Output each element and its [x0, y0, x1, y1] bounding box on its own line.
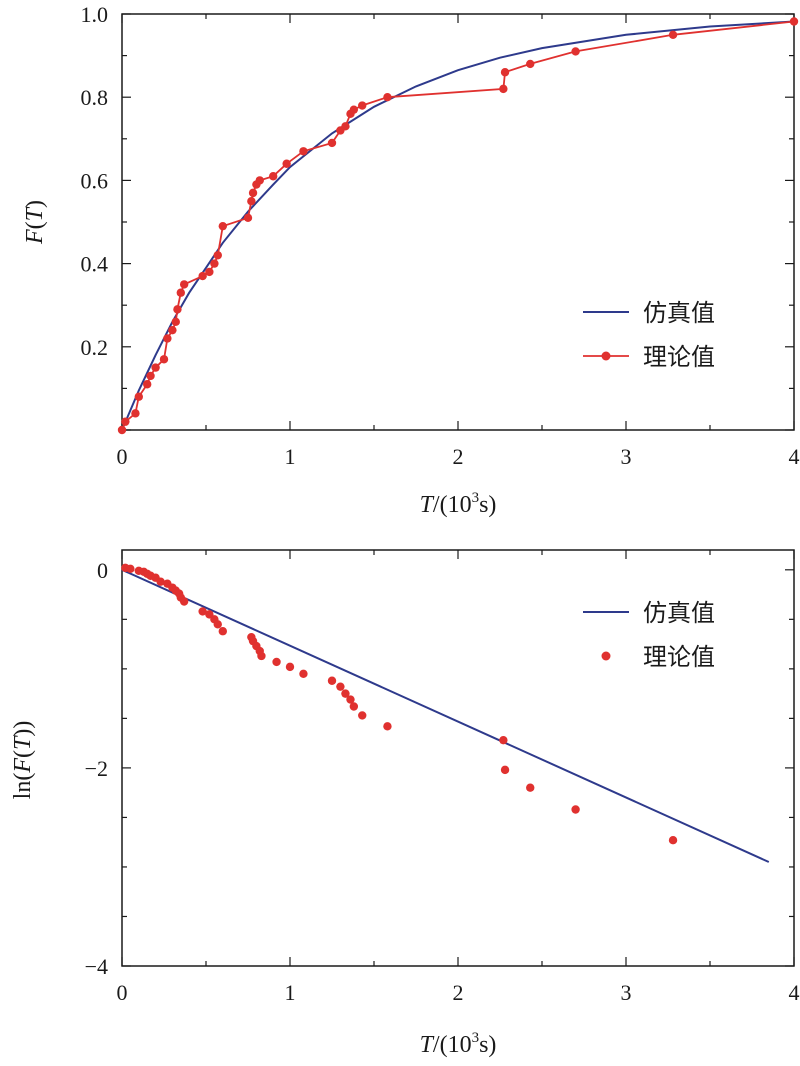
data-point-theory [269, 172, 278, 181]
data-point-theory [255, 176, 264, 185]
x-tick-label: 0 [117, 444, 128, 469]
y-axis-title: F(T) [22, 200, 48, 245]
data-point-theory [213, 251, 222, 260]
axis-ticks: 0 1 2 3 4 0 −2 −4 [85, 550, 800, 1005]
x-tick-label: 1 [285, 980, 296, 1005]
data-point-theory [248, 188, 258, 198]
data-point-theory [131, 409, 140, 418]
data-point-theory [198, 607, 207, 616]
data-point-theory [349, 105, 359, 114]
data-point-theory [500, 765, 510, 775]
data-point-theory [126, 564, 135, 574]
log-cdf-panel: 0 1 2 3 4 0 −2 −4 仿真值 理论值 T/(103s) ln(F(T)) [10, 549, 800, 1058]
data-point-theory [117, 425, 127, 435]
data-point-theory [163, 334, 172, 343]
data-point-theory [285, 662, 295, 672]
legend-marker-theory [601, 651, 611, 661]
data-point-theory [168, 325, 177, 335]
data-point-theory [358, 101, 367, 110]
legend: 仿真值 理论值 [583, 300, 715, 371]
x-tick-label: 1 [285, 444, 296, 469]
data-point-theory [210, 259, 219, 268]
data-point-theory [218, 221, 227, 231]
data-point-theory [383, 722, 392, 731]
x-tick-label: 2 [453, 980, 464, 1005]
data-point-theory [571, 805, 580, 814]
data-point-theory [349, 702, 359, 711]
x-axis-title: T/(103s) [420, 1030, 497, 1058]
y-axis-title: ln(F(T)) [10, 721, 36, 800]
data-point-theory [121, 417, 130, 426]
x-axis-title: T/(103s) [420, 490, 497, 518]
legend-marker-theory [601, 351, 611, 361]
data-point-theory [341, 689, 350, 698]
x-tick-label: 4 [789, 980, 800, 1005]
data-point-theory [327, 676, 337, 685]
data-point-theory [571, 47, 580, 56]
series-line-sim [121, 568, 770, 863]
data-point-theory [257, 651, 266, 661]
data-point-theory [499, 84, 508, 94]
cdf-panel: 0 1 2 3 4 0.2 0.4 0.6 0.8 1.0 仿真值 理论值 T/(103s) F(… [22, 2, 800, 518]
x-tick-label: 3 [621, 444, 632, 469]
y-tick-label: −2 [85, 756, 108, 781]
data-point-theory [179, 597, 189, 606]
axis-ticks: 0 1 2 3 4 0.2 0.4 0.6 0.8 1.0 [81, 2, 800, 469]
data-point-theory [205, 267, 214, 277]
x-tick-label: 3 [621, 980, 632, 1005]
data-point-theory [173, 305, 182, 314]
data-point-theory [243, 213, 253, 223]
data-point-theory [299, 669, 308, 679]
y-tick-label: −4 [85, 954, 108, 979]
data-marks [117, 17, 799, 435]
y-tick-label: 0.2 [81, 335, 109, 360]
y-tick-label: 0 [97, 558, 108, 583]
data-point-theory [146, 371, 155, 381]
data-point-theory [156, 577, 165, 586]
data-point-theory [213, 620, 222, 629]
data-point-theory [198, 271, 207, 281]
x-tick-label: 2 [453, 444, 464, 469]
data-point-theory [358, 711, 367, 720]
legend-label-sim: 仿真值 [643, 600, 715, 627]
x-tick-label: 0 [117, 980, 128, 1005]
data-point-theory [383, 93, 392, 102]
data-point-theory [526, 783, 535, 792]
data-point-theory [789, 17, 799, 26]
data-point-theory [218, 627, 227, 636]
data-point-theory [327, 138, 337, 148]
data-point-theory [151, 363, 160, 372]
y-tick-label: 0.8 [81, 85, 109, 110]
data-point-theory [179, 280, 189, 289]
data-point-theory [159, 355, 169, 364]
data-point-theory [299, 147, 308, 156]
legend: 仿真值 理论值 [583, 600, 715, 671]
data-point-theory [341, 122, 350, 131]
data-point-theory [500, 68, 510, 77]
data-point-theory [668, 30, 678, 39]
data-point-theory [143, 380, 152, 389]
data-point-theory [176, 288, 185, 297]
data-marks [121, 563, 770, 863]
data-point-theory [134, 392, 143, 401]
x-tick-label: 4 [789, 444, 800, 469]
data-point-theory [247, 197, 256, 206]
legend-label-theory: 理论值 [643, 644, 715, 671]
y-tick-label: 0.6 [81, 168, 109, 193]
legend-label-theory: 理论值 [643, 344, 715, 371]
data-point-theory [526, 59, 535, 69]
data-point-theory [499, 735, 508, 745]
series-line-theory [121, 20, 795, 431]
data-point-theory [336, 682, 345, 691]
data-point-theory [282, 159, 291, 168]
legend-label-sim: 仿真值 [643, 300, 715, 327]
y-tick-label: 1.0 [81, 2, 109, 27]
y-tick-label: 0.4 [81, 252, 109, 277]
data-point-theory [171, 317, 180, 327]
data-point-theory [668, 836, 678, 845]
data-point-theory [272, 657, 281, 667]
data-point-theory [346, 695, 355, 704]
